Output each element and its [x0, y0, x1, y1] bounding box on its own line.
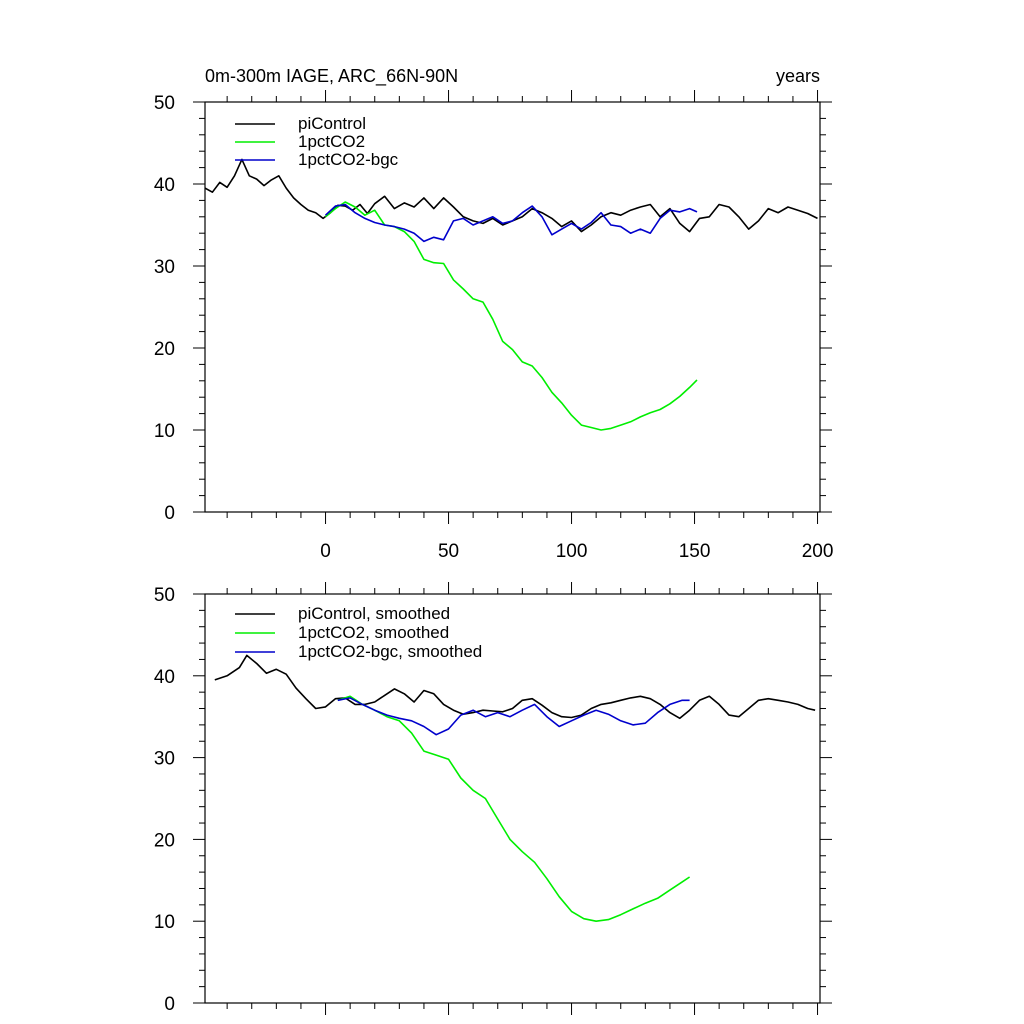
y-tick-label: 10 [154, 912, 175, 933]
series-line-1pctco2 [324, 201, 698, 431]
legend-label: 1pctCO2 [298, 132, 365, 151]
y-tick-label: 40 [154, 667, 175, 688]
y-tick-label: 10 [154, 421, 175, 442]
series-line-picontrol [205, 158, 818, 233]
legend-label: 1pctCO2, smoothed [298, 623, 449, 642]
x-tick-label: 50 [438, 541, 459, 562]
series-line-1pctco2-bgc-smoothed [337, 697, 690, 736]
y-tick-label: 0 [164, 994, 175, 1015]
y-tick-label: 40 [154, 175, 175, 196]
series-line-picontrol-smoothed [214, 654, 816, 720]
legend-label: 1pctCO2-bgc, smoothed [298, 642, 482, 661]
y-tick-label: 30 [154, 257, 175, 278]
y-tick-label: 0 [164, 503, 175, 524]
chart-title: 0m-300m IAGE, ARC_66N-90N [205, 66, 458, 87]
y-tick-label: 50 [154, 585, 175, 606]
y-tick-label: 50 [154, 93, 175, 114]
legend-label: piControl, smoothed [298, 604, 450, 623]
top-panel: 0 10 20 30 40 50 0 50 100 150 200 0m-300m IAGE, ARC… [154, 66, 834, 562]
plot-frame [204, 593, 821, 1004]
x-tick-label: 200 [802, 541, 834, 562]
series-line-1pctco2-bgc [324, 203, 698, 243]
plot-frame [204, 101, 821, 513]
y-tick-label: 20 [154, 339, 175, 360]
x-tick-label: 100 [556, 541, 588, 562]
series-line-1pctco2-smoothed [337, 695, 691, 922]
x-tick-label: 0 [320, 541, 331, 562]
y-tick-label: 20 [154, 830, 175, 851]
legend-label: 1pctCO2-bgc [298, 150, 399, 169]
x-tick-label: 150 [679, 541, 711, 562]
legend-label: piControl [298, 114, 366, 133]
units-label: years [776, 66, 820, 86]
y-tick-label: 30 [154, 749, 175, 770]
